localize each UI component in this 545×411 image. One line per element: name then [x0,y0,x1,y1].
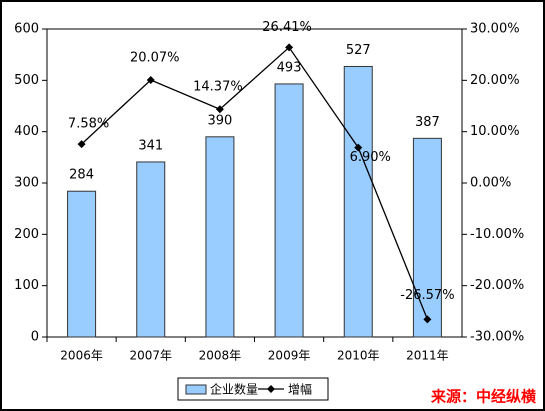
bar [205,136,235,338]
line-label: 26.41% [262,20,312,35]
bar-label: 493 [277,60,302,75]
legend-label: 企业数量 [210,382,258,397]
y2-tick-label: 30.00% [470,22,520,37]
y2-tick-label: -10.00% [470,227,524,242]
legend [177,377,329,401]
bar [274,83,304,338]
bar [136,161,166,338]
x-tick-label: 2011年 [406,349,449,363]
bar-label: 527 [346,43,371,58]
legend-swatch [267,385,275,393]
legend-box [177,377,329,401]
bar [67,190,97,338]
line-marker [285,43,294,52]
y-tick-label: 100 [14,278,39,293]
line-label: 20.07% [130,50,180,65]
source: 来源：中经纵横 [430,388,537,406]
y-tick-label: 0 [31,330,39,345]
legend-label: 增幅 [288,382,312,397]
y2-tick-label: -30.00% [470,330,524,345]
line-label: -26.57% [400,288,454,303]
legend-swatch [185,384,207,395]
x-tick-label: 2008年 [199,349,242,363]
y2-tick-label: -20.00% [470,278,524,293]
line-marker [423,315,432,324]
bar [412,137,442,338]
bar [343,65,373,338]
y2-tick-label: 20.00% [470,73,520,88]
y-tick-label: 400 [14,124,39,139]
x-tick-label: 2006年 [60,349,103,363]
plot-area [46,28,463,338]
y-tick-label: 500 [14,73,39,88]
bar-label: 387 [415,115,440,130]
line [81,46,429,320]
y-tick-label: 200 [14,227,39,242]
bar-label: 284 [69,168,94,183]
y2-tick-label: 0.00% [470,176,511,191]
bar-label: 390 [208,113,233,128]
x-tick-label: 2009年 [268,349,311,363]
y-tick-label: 300 [14,176,39,191]
bar-label: 341 [138,138,163,153]
x-tick-label: 2010年 [337,349,380,363]
y-tick-label: 600 [14,22,39,37]
line-marker [215,105,224,114]
line-marker [146,75,155,84]
line-marker [354,143,363,152]
line-label: 7.58% [68,117,109,132]
line-label: 14.37% [193,80,243,95]
x-tick-label: 2007年 [129,349,172,363]
line-label: 6.90% [350,150,391,165]
line-marker [77,140,86,149]
y2-tick-label: 10.00% [470,124,520,139]
